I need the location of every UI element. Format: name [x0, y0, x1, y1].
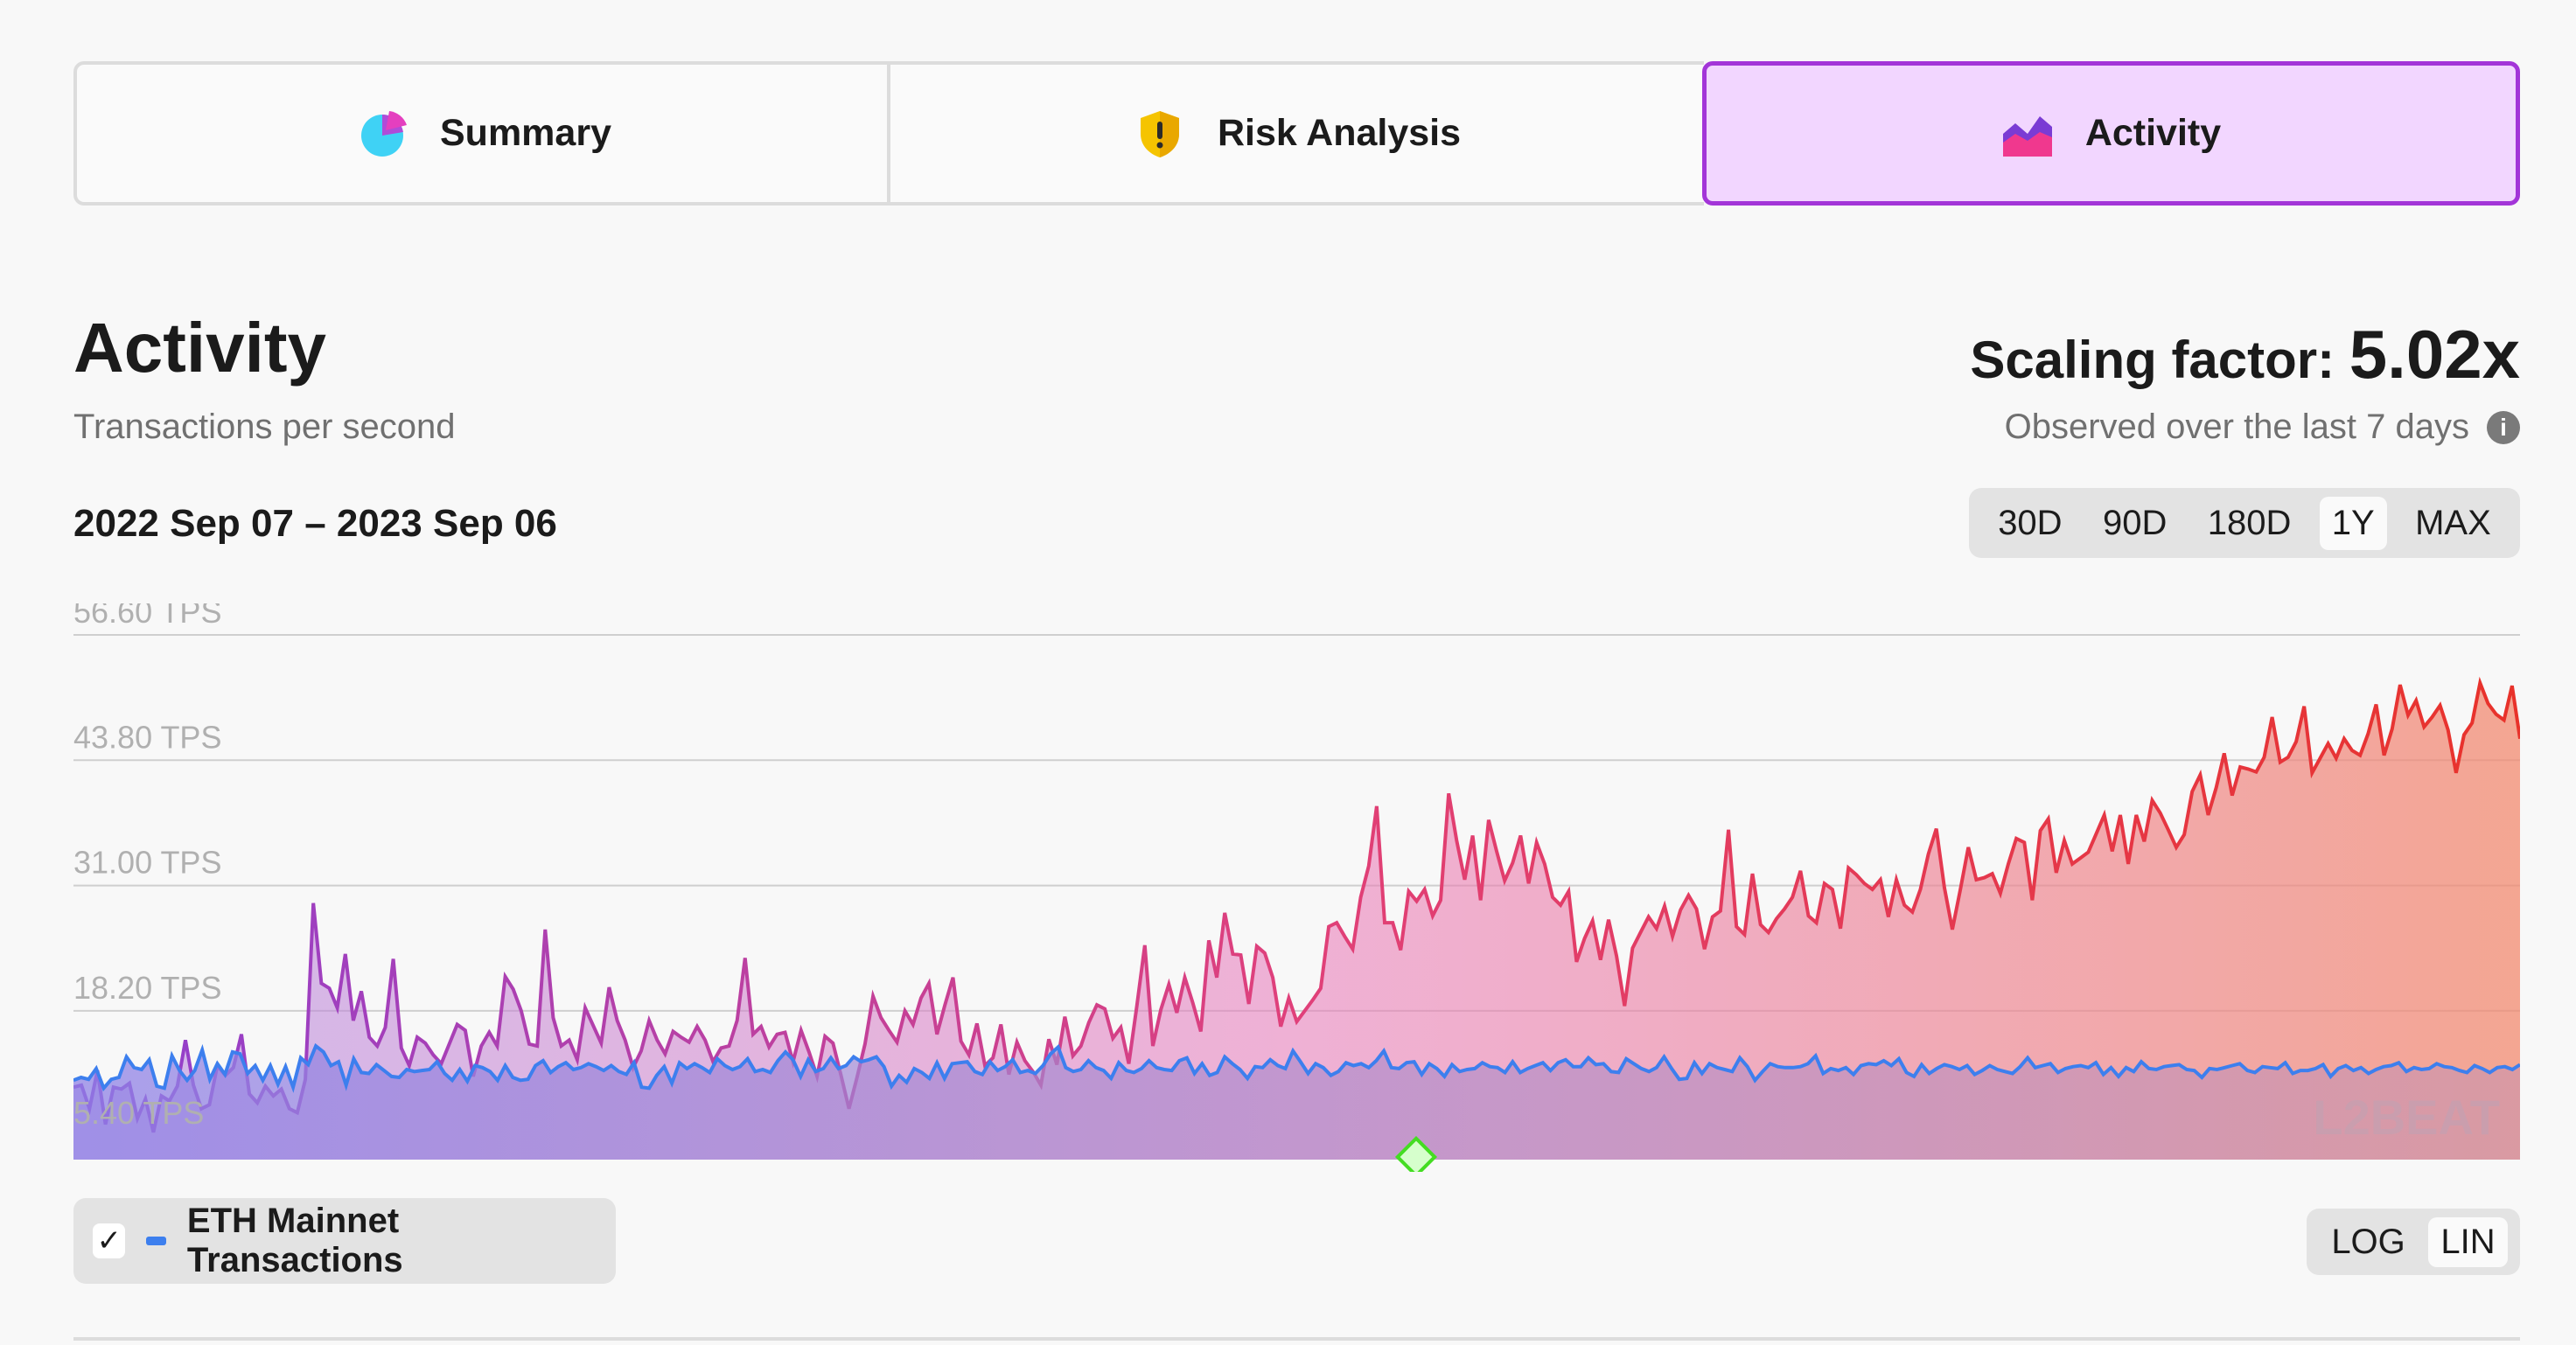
l2beat-watermark: L2BEAT [2313, 1090, 2500, 1145]
tab-activity-label: Activity [2084, 112, 2222, 154]
scaling-factor: Scaling factor: 5.02x [1970, 315, 2520, 394]
eth-legend-swatch [146, 1237, 166, 1245]
tab-bar: Summary Risk Analysis Activity [73, 61, 2520, 206]
pie-chart-icon [361, 110, 407, 157]
tab-risk-label: Risk Analysis [1217, 112, 1462, 154]
y-tick-label: 5.40 TPS [73, 1095, 204, 1131]
y-tick-label: 31.00 TPS [73, 845, 221, 881]
page-title: Activity [73, 309, 326, 387]
scale-log-button[interactable]: LOG [2331, 1222, 2405, 1261]
range-90d-button[interactable]: 90D [2102, 503, 2168, 542]
y-tick-label: 18.20 TPS [73, 970, 221, 1006]
range-30d-button[interactable]: 30D [1998, 503, 2063, 542]
scaling-factor-label: Scaling factor: [1970, 331, 2335, 389]
tab-risk-analysis[interactable]: Risk Analysis [887, 61, 1704, 206]
date-range: 2022 Sep 07 – 2023 Sep 06 [73, 502, 557, 545]
l2-line [73, 676, 2520, 1133]
info-icon[interactable]: i [2487, 410, 2520, 444]
tab-summary[interactable]: Summary [73, 61, 890, 206]
activity-chart[interactable]: 56.60 TPS 43.80 TPS 31.00 TPS 18.20 TPS 5.40… [73, 603, 2520, 1172]
range-selector: 30D 90D 180D 1Y MAX [1969, 488, 2520, 558]
legend-label: ETH Mainnet Transactions [186, 1202, 403, 1279]
area-chart-icon [2002, 115, 2052, 157]
shield-warning-icon [1140, 110, 1179, 157]
page-subtitle: Transactions per second [73, 408, 456, 446]
scaling-factor-value: 5.02x [2349, 316, 2520, 393]
range-180d-button[interactable]: 180D [2207, 503, 2292, 542]
tab-summary-label: Summary [440, 112, 611, 154]
y-axis-ticks: 56.60 TPS 43.80 TPS 31.00 TPS 18.20 TPS 5.40… [73, 603, 221, 1131]
checkbox-checked-icon[interactable]: ✓ [93, 1223, 126, 1258]
scale-selector: LOG LIN [2307, 1209, 2520, 1275]
eth-mainnet-toggle[interactable]: ✓ ETH Mainnet Transactions [73, 1198, 616, 1284]
eth-line [73, 1042, 2520, 1093]
observed-text: Observed over the last 7 days [2004, 408, 2469, 446]
y-tick-label: 43.80 TPS [73, 719, 221, 755]
range-max-button[interactable]: MAX [2415, 503, 2491, 542]
scale-lin-button[interactable]: LIN [2428, 1216, 2508, 1267]
range-1y-button[interactable]: 1Y [2319, 496, 2387, 550]
tab-activity[interactable]: Activity [1702, 61, 2520, 206]
divider [73, 1337, 2520, 1341]
observed-note: Observed over the last 7 days i [2005, 408, 2520, 447]
milestone-marker[interactable] [1394, 1135, 1438, 1172]
y-tick-label: 56.60 TPS [73, 603, 221, 630]
